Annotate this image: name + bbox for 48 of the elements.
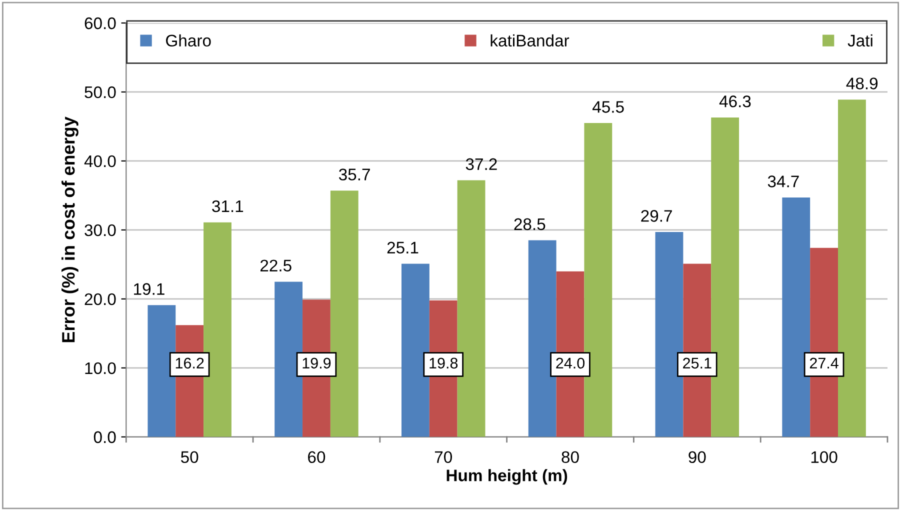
data-label: 19.9 [302, 358, 331, 369]
y-tick-label: 60.0 [84, 17, 116, 30]
y-tick-label: 10.0 [85, 362, 116, 374]
legend-label: Gharo [166, 34, 211, 47]
data-label: 19.8 [430, 358, 458, 369]
data-label: 16.2 [176, 358, 204, 369]
x-tick-label: 80 [562, 451, 579, 464]
bar [457, 180, 486, 437]
bar [584, 123, 612, 437]
data-label: 25.1 [387, 242, 418, 254]
legend-label: katiBandar [490, 34, 570, 47]
data-label: 31.1 [212, 200, 244, 212]
x-tick-label: 90 [688, 451, 706, 464]
data-label: 29.7 [641, 210, 672, 222]
x-tick-label: 60 [308, 451, 326, 464]
data-label: 19.1 [134, 283, 164, 295]
bar [274, 282, 303, 437]
data-label: 24.0 [556, 358, 585, 369]
data-label: 25.1 [683, 358, 712, 369]
bar [838, 100, 866, 437]
data-label: 27.4 [810, 358, 838, 368]
y-tick-label: 30.0 [84, 224, 116, 236]
bar [401, 264, 430, 437]
bar [528, 240, 556, 437]
y-axis-title: Error (%) in cost of energy [62, 116, 78, 342]
x-tick-label: 70 [434, 451, 452, 464]
data-label: 48.9 [846, 78, 878, 90]
data-label: 37.2 [466, 158, 497, 170]
data-label: 35.7 [338, 168, 370, 180]
bar [782, 198, 810, 437]
bar [330, 190, 358, 437]
y-tick-label: 40.0 [84, 155, 116, 168]
data-label: 45.5 [592, 101, 624, 113]
x-axis-title: Hum height (m) [446, 469, 568, 485]
bar [655, 232, 684, 437]
data-label: 46.3 [719, 96, 751, 108]
bar [711, 118, 740, 437]
x-tick-label: 50 [180, 451, 198, 464]
data-label: 22.5 [260, 260, 292, 272]
x-tick-label: 100 [811, 451, 838, 464]
bar [148, 305, 176, 437]
y-tick-label: 0.0 [94, 431, 116, 444]
y-tick-label: 20.0 [84, 293, 116, 306]
data-label: 28.5 [514, 218, 546, 230]
y-tick-label: 50.0 [84, 86, 116, 98]
bar [204, 222, 232, 437]
data-label: 34.7 [768, 176, 799, 188]
legend-label: Jati [848, 34, 872, 47]
